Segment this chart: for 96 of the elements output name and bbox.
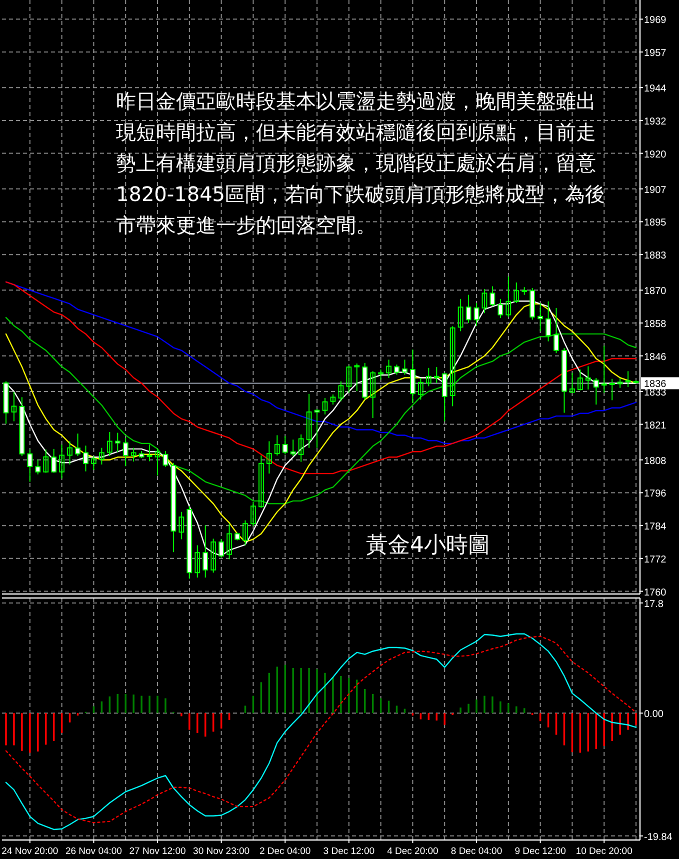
candlestick <box>554 307 559 354</box>
candlestick <box>122 437 128 467</box>
y-tick-label: 1969 <box>644 15 667 26</box>
y-tick-label: -19.84 <box>644 832 673 843</box>
candlestick <box>426 367 432 387</box>
candlestick <box>346 365 352 394</box>
candlestick <box>306 393 312 448</box>
candlestick <box>570 372 575 393</box>
candlestick <box>83 445 88 472</box>
candlestick <box>146 444 152 462</box>
candlestick <box>386 359 392 379</box>
x-tick-label: 24 Nov 20:00 <box>2 846 58 857</box>
candlestick <box>394 364 400 376</box>
candlestick <box>434 366 440 384</box>
line-series <box>5 316 637 504</box>
x-tick-label: 4 Dec 20:00 <box>387 846 438 857</box>
candlestick <box>91 456 96 470</box>
candlestick <box>226 523 232 560</box>
annotation: 昨日金價亞歐時段基本以震盪走勢過渡，晚間美盤雖出現短時間拉高，但未能有效站穩隨後回到原點，目前走勢上有構建頭肩頂形態跡象，現階段正處於右肩，留意1820-1845區間，若向下跌破頭肩頂形態將成型，為後市帶來更進一步的回落空間。 <box>116 88 606 239</box>
candlestick <box>178 511 184 540</box>
candlestick <box>585 366 591 390</box>
y-tick-label: 1796 <box>644 488 667 500</box>
candlestick <box>75 433 80 457</box>
ref-line-label: 1836 <box>644 379 667 390</box>
candlestick <box>322 398 328 415</box>
candlestick <box>43 448 49 474</box>
candlestick <box>258 454 264 508</box>
y-tick-label: 1821 <box>644 420 667 432</box>
candlestick <box>314 408 320 448</box>
x-tick-label: 30 Nov 23:00 <box>193 846 250 857</box>
candlestick <box>290 439 296 457</box>
y-tick-label: 17.8 <box>644 598 664 610</box>
candlestick <box>506 276 512 318</box>
candlestick <box>577 369 583 391</box>
candlestick <box>625 370 631 388</box>
y-tick-label: 1907 <box>644 184 667 196</box>
y-tick-label: 1760 <box>644 587 667 598</box>
candlestick <box>370 370 376 418</box>
candlestick <box>338 380 344 402</box>
x-tick-label: 8 Dec 04:00 <box>450 846 502 857</box>
x-tick-label: 26 Nov 04:00 <box>65 846 122 857</box>
candlestick <box>266 440 272 474</box>
y-tick-label: 1772 <box>644 554 667 566</box>
y-tick-label: 1895 <box>644 218 667 229</box>
candlestick <box>35 459 41 475</box>
candlestick <box>418 378 424 400</box>
candlestick <box>282 436 288 455</box>
candlestick <box>27 448 33 482</box>
candlestick <box>298 434 304 462</box>
y-tick-label: 0.00 <box>644 709 664 720</box>
candlestick <box>162 450 168 468</box>
candlestick <box>601 345 607 394</box>
candlestick <box>514 282 520 304</box>
candlestick <box>106 431 112 457</box>
x-tick-label: 3 Dec 12:00 <box>323 846 375 857</box>
candlestick <box>67 440 72 466</box>
candlestick <box>482 288 488 314</box>
candlestick <box>617 378 623 388</box>
candlestick <box>609 378 615 401</box>
x-tick-label: 2 Dec 04:00 <box>259 846 311 857</box>
candlestick <box>114 432 120 453</box>
x-tick-label: 9 Dec 12:00 <box>514 846 566 857</box>
candlestick <box>210 538 216 574</box>
y-tick-label: 1957 <box>644 48 667 60</box>
candlestick <box>11 391 17 422</box>
y-tick-label: 1846 <box>644 352 667 363</box>
candlestick <box>130 447 136 462</box>
annotation: 黃金4小時圖 <box>366 532 490 560</box>
candlestick <box>458 298 464 332</box>
candlestick <box>59 444 65 479</box>
line-series <box>5 281 637 474</box>
candlestick <box>154 448 160 476</box>
candlestick <box>593 378 599 406</box>
candlestick <box>98 447 104 466</box>
y-tick-label: 1808 <box>644 456 667 467</box>
candlestick <box>250 502 256 527</box>
candlestick <box>450 326 456 407</box>
candlestick <box>51 448 57 474</box>
candlestick <box>194 544 200 578</box>
y-tick-label: 1858 <box>644 319 667 330</box>
x-tick-label: 10 Dec 20:00 <box>576 846 632 857</box>
candlestick <box>442 372 448 422</box>
candlestick <box>354 363 360 392</box>
candlestick <box>242 520 248 546</box>
y-tick-label: 1784 <box>644 522 667 533</box>
y-tick-label: 1932 <box>644 116 667 128</box>
y-tick-label: 1883 <box>644 250 667 262</box>
y-tick-label: 1870 <box>644 286 667 298</box>
candlestick <box>274 434 280 456</box>
candlestick <box>402 359 408 376</box>
x-tick-label: 27 Nov 12:00 <box>129 846 186 857</box>
candlestick <box>330 394 336 406</box>
y-tick-label: 1944 <box>644 84 667 95</box>
y-tick-label: 1920 <box>644 149 667 160</box>
candlestick <box>466 294 472 324</box>
candlestick <box>378 369 384 380</box>
